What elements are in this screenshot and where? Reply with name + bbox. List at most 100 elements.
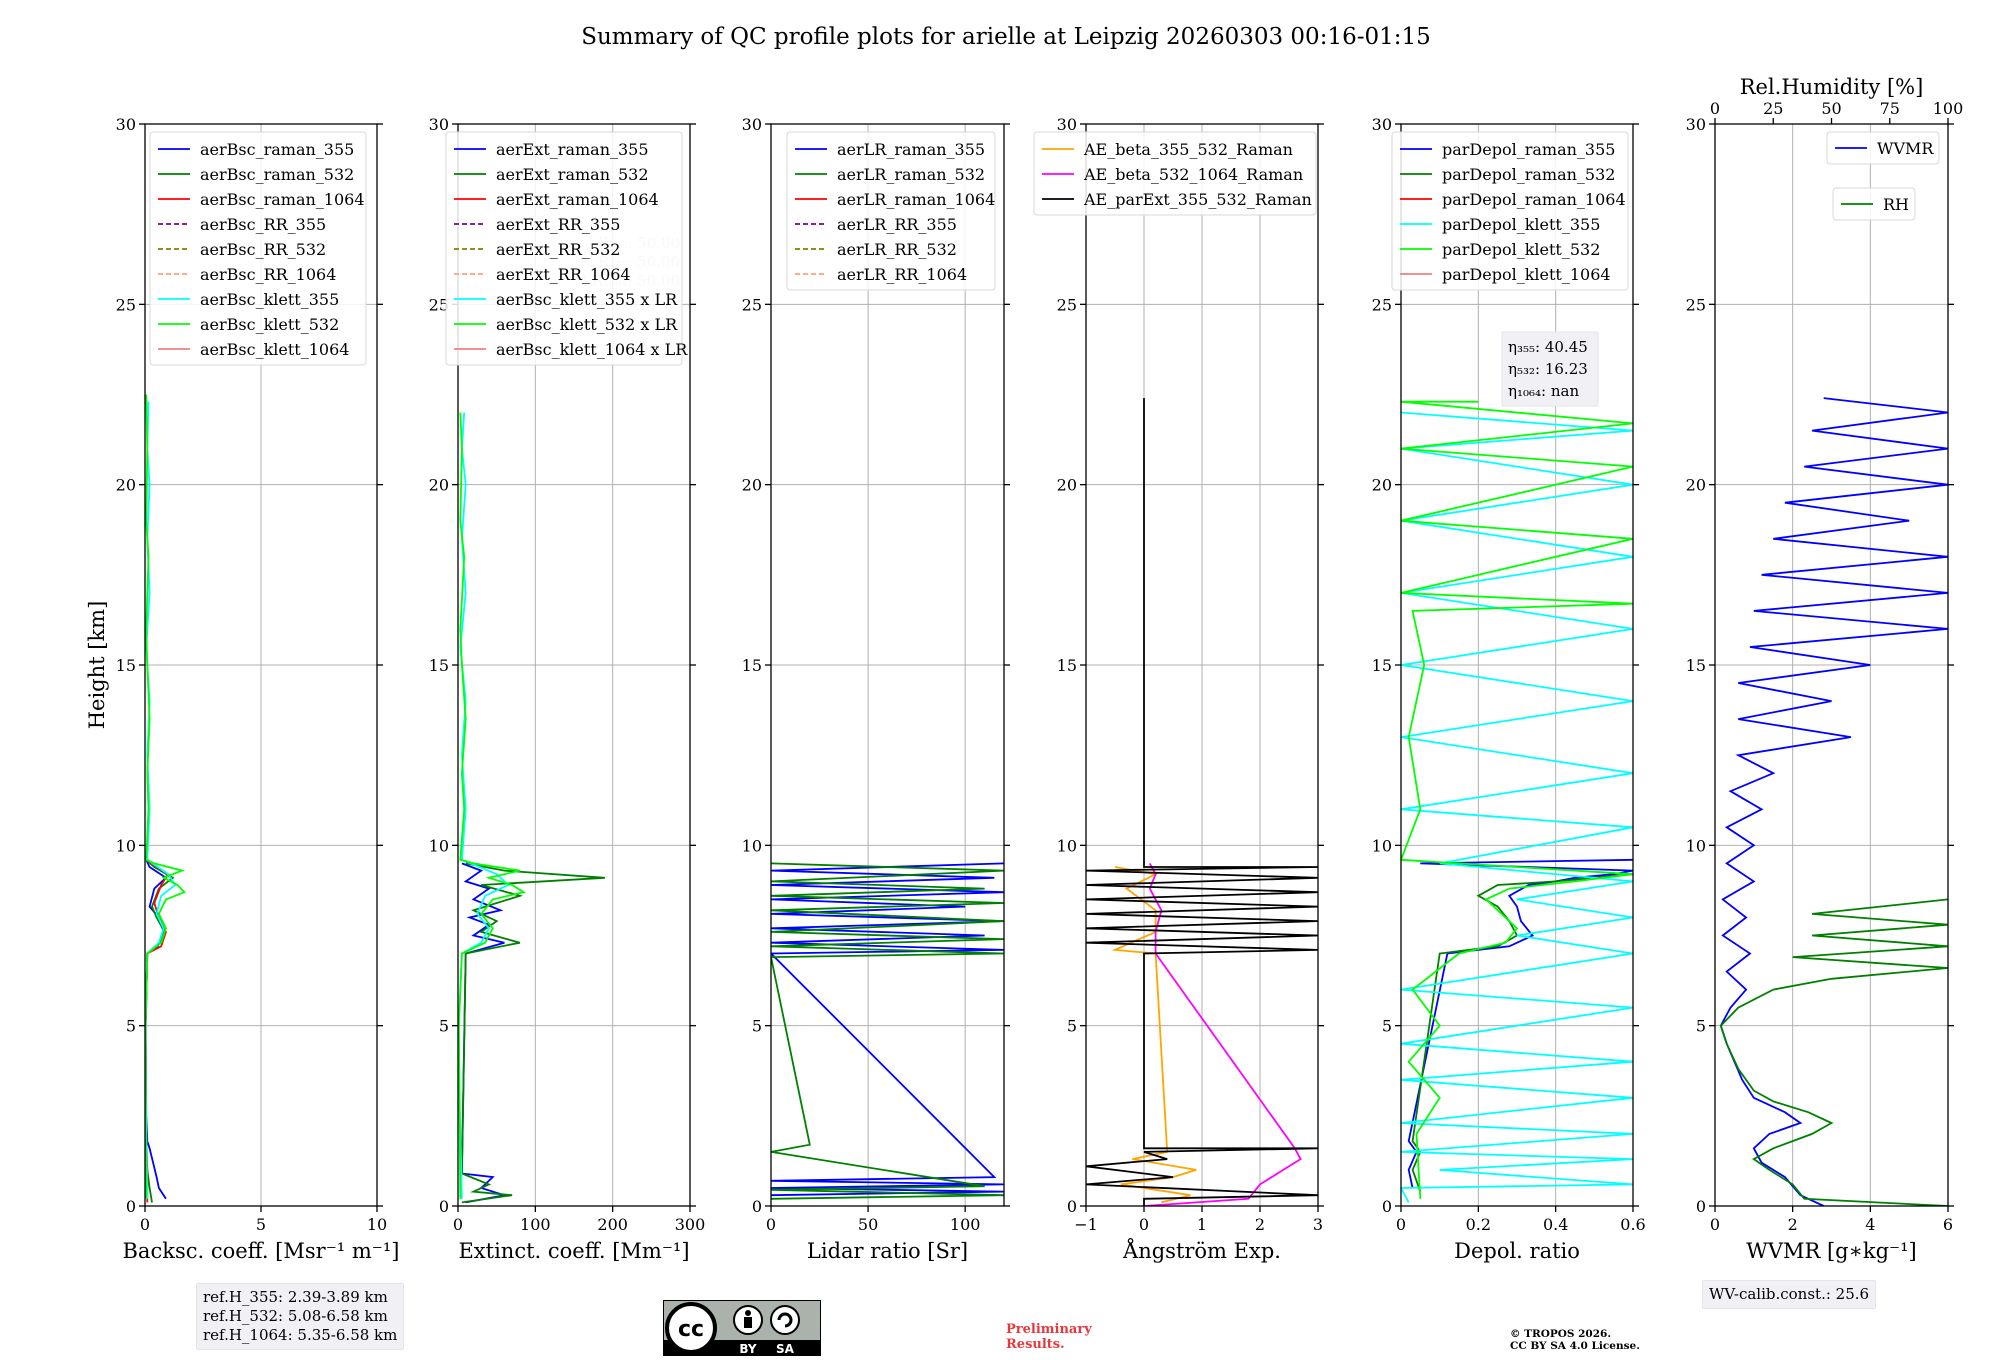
attribution-icon-head [745, 1310, 751, 1316]
x-axis-label: Depol. ratio [1454, 1239, 1580, 1263]
x-tick-label: 0.4 [1543, 1215, 1568, 1234]
series-line-aerext-raman-355 [460, 862, 505, 1204]
legend-box [1391, 131, 1629, 291]
legend-label: aerBsc_klett_355 x LR [496, 290, 678, 309]
y-tick-label: 5 [752, 1017, 762, 1036]
x2-axis-label: Rel.Humidity [%] [1740, 75, 1924, 99]
panel-5: 0 5 10 15 20 25 30 0 0.2 0.4 0.6 Depol. ratio parDep… [1372, 115, 1646, 1263]
y-tick-label: 0 [1382, 1197, 1392, 1216]
y-tick-label: 15 [429, 656, 449, 675]
legend-label: parDepol_klett_355 [1442, 215, 1600, 234]
series-group [145, 394, 186, 1203]
y-tick-label: 30 [429, 115, 449, 134]
x2-tick-label: 100 [1933, 99, 1964, 118]
legend-box [1033, 131, 1317, 216]
y-tick-label: 25 [116, 295, 136, 314]
y-tick-label: 15 [742, 656, 762, 675]
x-tick-label: 0 [766, 1215, 776, 1234]
y-tick-label: 5 [1382, 1017, 1392, 1036]
series-line-ae-beta-532-1064-raman [1143, 862, 1302, 1206]
eta-value: η₃₅₅: 40.45 [1508, 338, 1588, 356]
ref-height-1064: ref.H_1064: 5.35-6.58 km [203, 1326, 398, 1344]
x-tick-label: 2 [1788, 1215, 1798, 1234]
sa-label: SA [776, 1342, 795, 1356]
series-line-aerbsc-klett-355-x-lr [458, 412, 510, 1199]
y-tick-label: 20 [429, 476, 449, 495]
legend-label: aerLR_RR_532 [837, 240, 957, 259]
legend-label: parDepol_klett_1064 [1442, 265, 1611, 284]
eta-value: η₅₃₂: 16.23 [1508, 360, 1588, 378]
y-tick-label: 15 [1372, 656, 1392, 675]
y-tick-label: 20 [116, 476, 136, 495]
y-tick-label: 30 [1372, 115, 1392, 134]
y-tick-label: 10 [1686, 836, 1706, 855]
legend-box [149, 131, 367, 366]
y-tick-label: 5 [439, 1017, 449, 1036]
y-tick-label: 10 [742, 836, 762, 855]
wv-calibration-constant: WV-calib.const.: 25.6 [1709, 1285, 1870, 1303]
legend-label: aerExt_raman_1064 [496, 190, 659, 209]
series-line-aerlr-raman-532 [771, 862, 1004, 1200]
y-tick-label: 20 [742, 476, 762, 495]
y-tick-label: 0 [439, 1197, 449, 1216]
legend-label: parDepol_raman_532 [1442, 165, 1615, 184]
eta-value: η₁₀₆₄: nan [1508, 382, 1579, 400]
legend-label: aerBsc_RR_532 [200, 240, 326, 259]
legend-label: aerExt_RR_532 [496, 240, 620, 259]
x-tick-label: 0 [453, 1215, 463, 1234]
legend-box [1826, 131, 1940, 165]
x-tick-label: 4 [1865, 1215, 1875, 1234]
series-line-rh [1719, 898, 1948, 1206]
share-alike-arrow [777, 1312, 793, 1328]
legend-label: aerExt_RR_355 [496, 215, 620, 234]
x2-tick-label: 25 [1763, 99, 1783, 118]
legend-label: AE_parExt_355_532_Raman [1083, 190, 1312, 209]
cc-by-sa-badge: cc BY SA [663, 1300, 821, 1356]
legend-label: aerBsc_RR_355 [200, 215, 326, 234]
copyright-line-2: CC BY SA 4.0 License. [1510, 1340, 1640, 1352]
legend-label: aerBsc_klett_1064 x LR [496, 340, 688, 359]
depol-calibration-box: η₃₅₅: 40.45 η₅₃₂: 16.23 η₁₀₆₄: nan [1501, 331, 1599, 407]
legend: aerExt_raman_355 aerExt_raman_532 aerExt_r… [445, 131, 688, 366]
legend-label: parDepol_raman_1064 [1442, 190, 1626, 209]
y-tick-label: 30 [1686, 115, 1706, 134]
x-tick-label: 200 [597, 1215, 628, 1234]
legend-label: aerBsc_raman_355 [200, 140, 354, 159]
x-axis-label: Lidar ratio [Sr] [807, 1239, 968, 1263]
legend-label: aerLR_raman_1064 [837, 190, 995, 209]
x-tick-label: 0 [140, 1215, 150, 1234]
y-tick-label: 20 [1686, 476, 1706, 495]
share-alike-icon [770, 1305, 800, 1335]
y-tick-label: 25 [1057, 295, 1077, 314]
by-label: BY [739, 1342, 756, 1356]
cc-icon [665, 1302, 717, 1354]
legend-box [445, 131, 683, 366]
legend-rh: RH [1832, 187, 1916, 221]
eta-box-background [1501, 331, 1599, 407]
reference-height-box: ref.H_355: 2.39-3.89 km ref.H_532: 5.08-… [196, 1283, 405, 1350]
legend-label: parDepol_raman_355 [1442, 140, 1615, 159]
preliminary-note: Preliminary Results. [1006, 1322, 1092, 1352]
x-tick-label: 1 [1197, 1215, 1207, 1234]
preliminary-line-1: Preliminary [1006, 1322, 1092, 1337]
y-axis-label: Height [km] [85, 601, 109, 730]
x-axis-label: Extinct. coeff. [Mm⁻¹] [458, 1239, 689, 1263]
legend-label: aerBsc_RR_1064 [200, 265, 336, 284]
legend-label: aerLR_raman_355 [837, 140, 985, 159]
x-tick-label: 100 [950, 1215, 981, 1234]
legend-label: aerLR_RR_355 [837, 215, 957, 234]
y-tick-label: 10 [116, 836, 136, 855]
legend: AE_beta_355_532_Raman AE_beta_532_1064_Ra… [1033, 131, 1317, 216]
legend-label: WVMR [1877, 139, 1934, 158]
legend-label: aerExt_RR_1064 [496, 265, 631, 284]
legend-label: aerBsc_klett_532 x LR [496, 315, 678, 334]
x-tick-label: 3 [1313, 1215, 1323, 1234]
y-tick-label: 10 [1372, 836, 1392, 855]
y-tick-label: 25 [1372, 295, 1392, 314]
series-line-aerbsc-klett-532-x-lr [458, 412, 527, 1199]
x-axis-label: Ångström Exp. [1122, 1238, 1281, 1263]
legend: aerLR_raman_355 aerLR_raman_532 aerLR_rama… [786, 131, 996, 291]
x-tick-label: 100 [520, 1215, 551, 1234]
